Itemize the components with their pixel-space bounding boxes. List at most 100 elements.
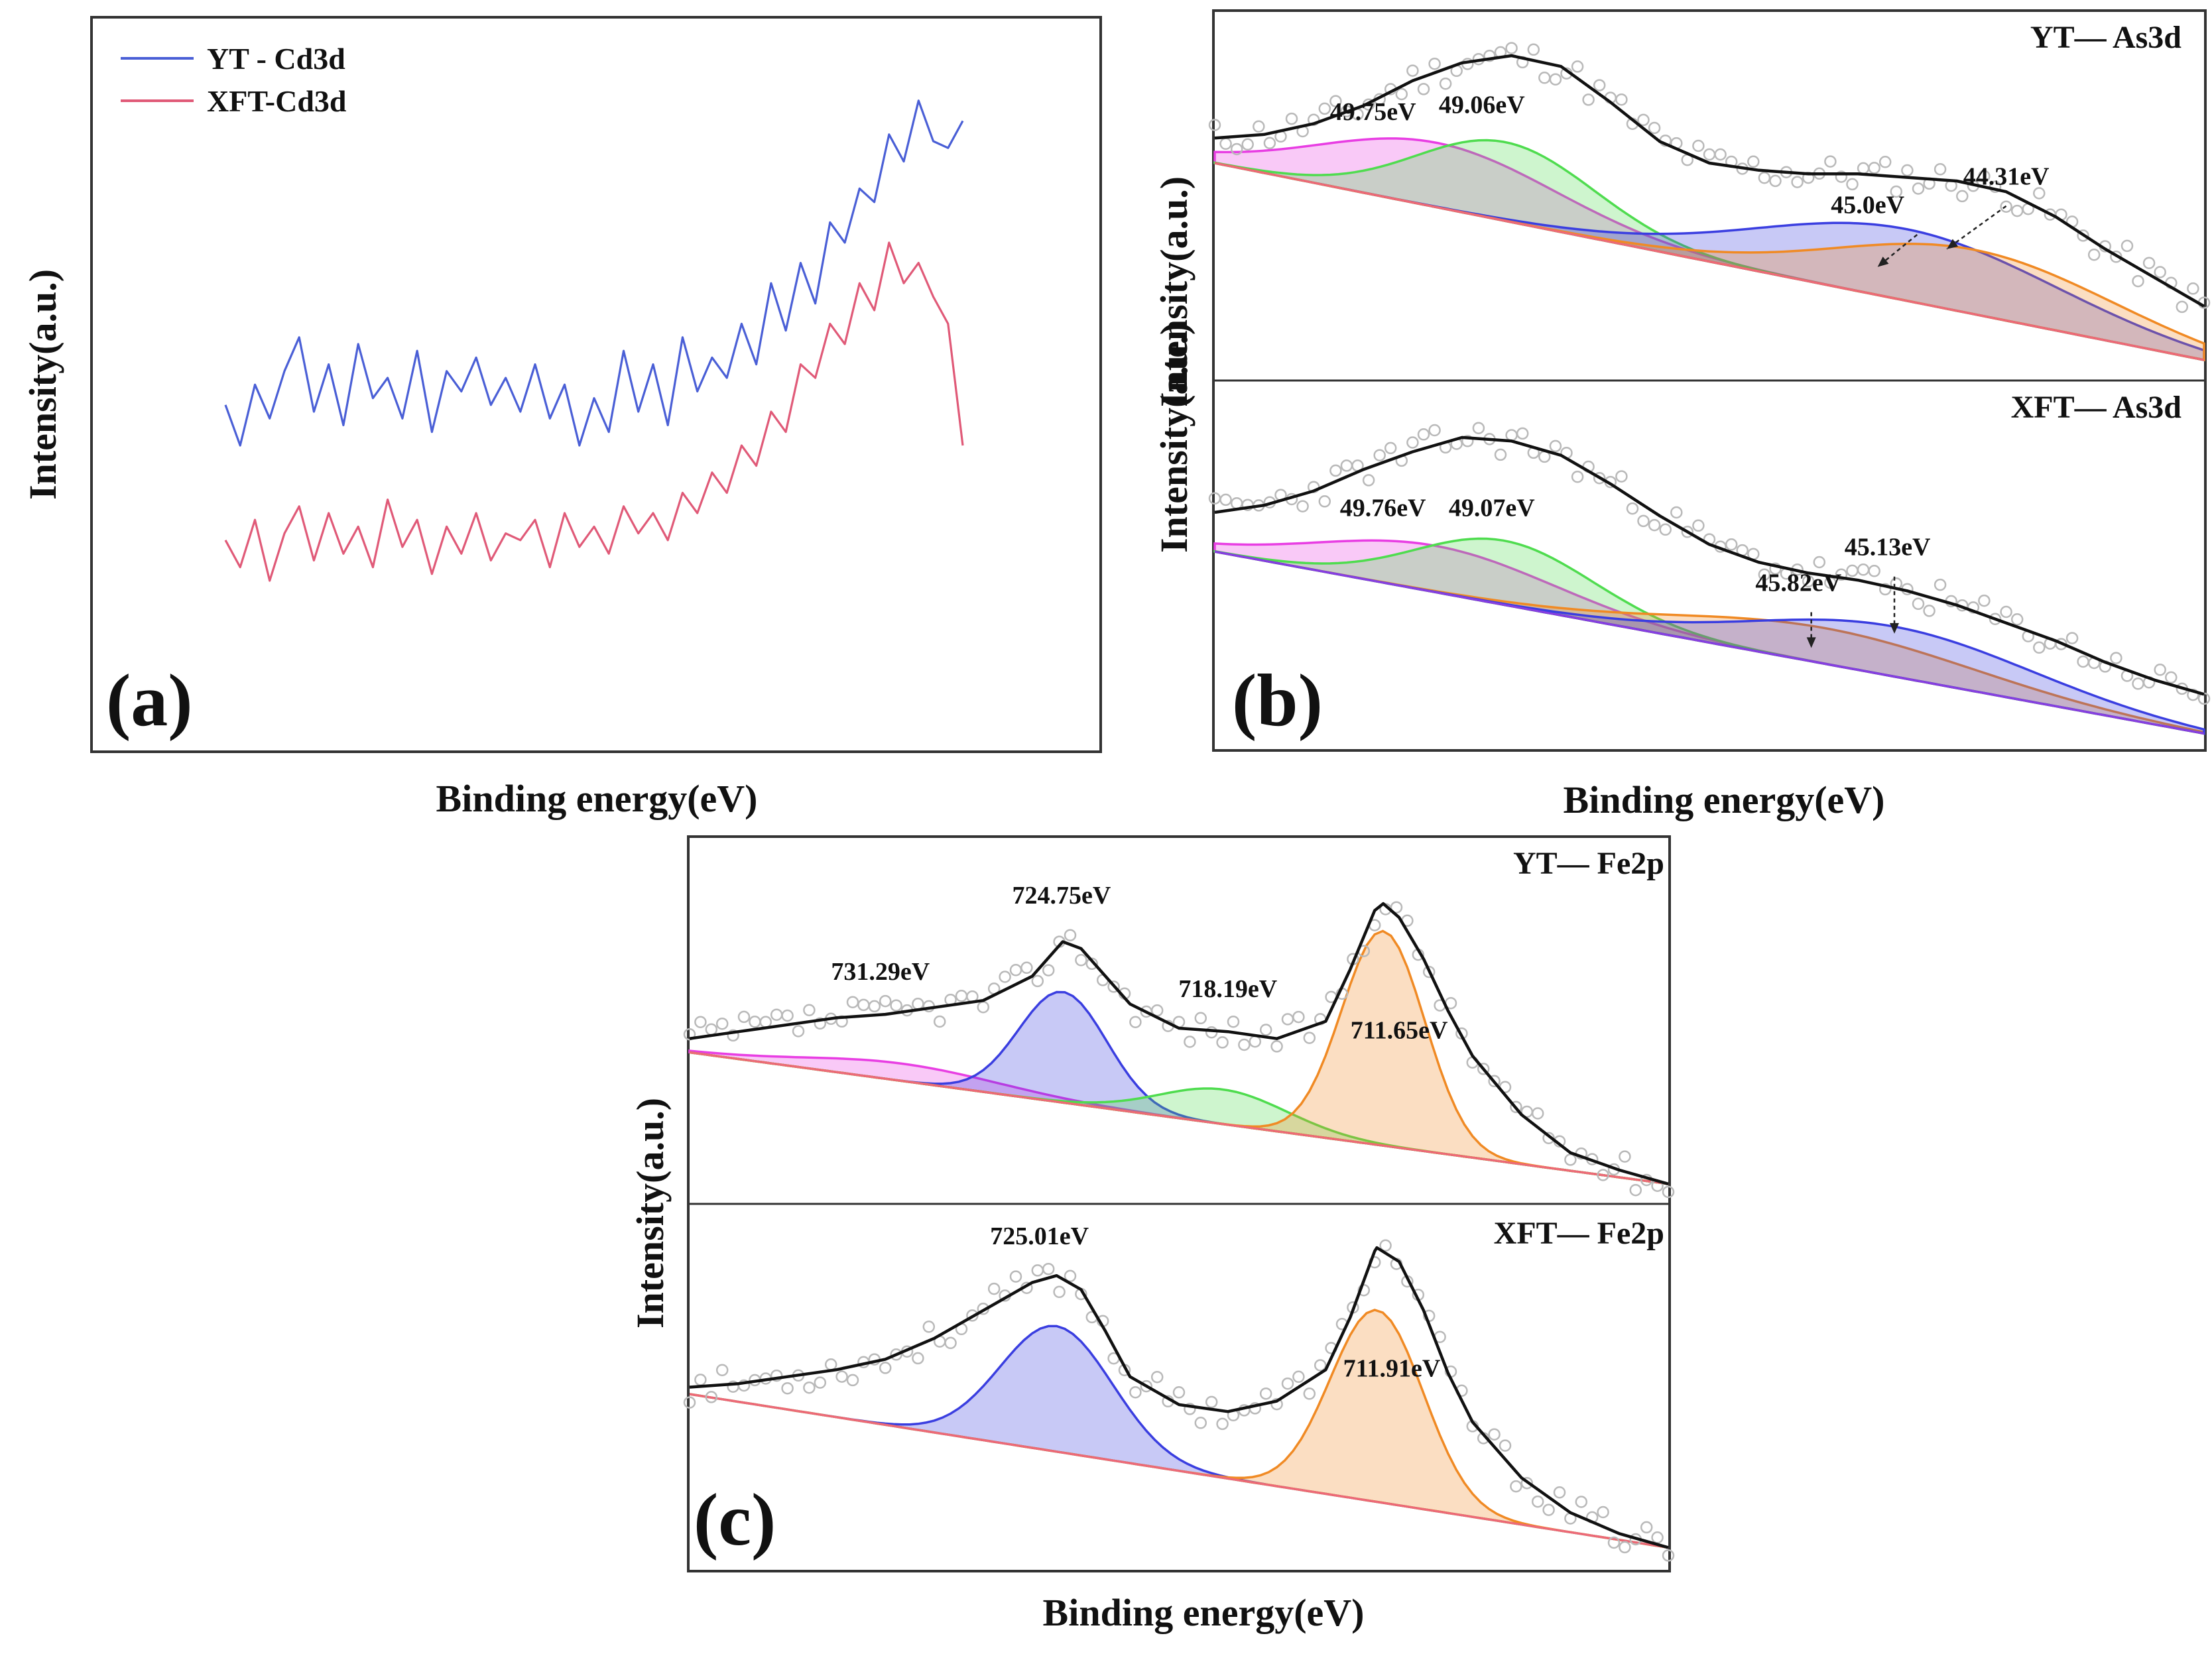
raw-point bbox=[1531, 1495, 1544, 1508]
raw-point bbox=[1428, 424, 1441, 437]
raw-point bbox=[1219, 493, 1232, 506]
raw-point bbox=[1406, 436, 1419, 449]
raw-point bbox=[1129, 1386, 1142, 1399]
raw-point bbox=[1607, 1536, 1621, 1549]
raw-point bbox=[1428, 57, 1441, 70]
raw-point bbox=[1934, 163, 1947, 176]
panel-c-top-peak-label: 731.29eV bbox=[831, 958, 930, 986]
raw-point bbox=[1208, 119, 1221, 131]
raw-point bbox=[2010, 613, 2024, 626]
raw-point bbox=[770, 1008, 783, 1021]
panel-c-top-peak-label: 711.65eV bbox=[1351, 1017, 1448, 1045]
raw-point bbox=[737, 1010, 751, 1024]
panel-c-bottom-title: XFT— Fe2p bbox=[1494, 1216, 1664, 1251]
raw-point bbox=[1064, 1270, 1077, 1283]
raw-point bbox=[987, 1282, 1001, 1295]
panel-letter-c: (c) bbox=[694, 1479, 776, 1561]
raw-point bbox=[1725, 538, 1738, 551]
raw-point bbox=[1296, 500, 1309, 512]
raw-point bbox=[1703, 148, 1716, 161]
raw-point bbox=[727, 1029, 739, 1042]
raw-point bbox=[683, 1396, 696, 1409]
raw-point bbox=[1520, 1476, 1534, 1490]
panel-b-ylabel-bottom: Intensity(a.u.) bbox=[1152, 322, 1196, 553]
panel-b-top-peak-arrow-head bbox=[1947, 239, 1959, 249]
raw-point bbox=[1670, 506, 1683, 519]
panel-b-xlabel: Binding energy(eV) bbox=[1564, 778, 1885, 821]
raw-point bbox=[705, 1391, 718, 1403]
raw-point bbox=[1107, 980, 1120, 993]
panel-c-top-peak-label: 724.75eV bbox=[1012, 882, 1111, 910]
raw-point bbox=[1516, 427, 1529, 440]
raw-point bbox=[1230, 497, 1243, 510]
raw-point bbox=[1031, 1264, 1044, 1277]
raw-point bbox=[2132, 678, 2144, 690]
raw-point bbox=[1662, 1549, 1675, 1562]
raw-point bbox=[1615, 93, 1628, 106]
raw-point bbox=[1194, 1417, 1207, 1429]
raw-point bbox=[1230, 143, 1243, 156]
raw-point bbox=[846, 996, 859, 1008]
panel-b-top-fit-envelope bbox=[1214, 54, 2205, 308]
raw-point bbox=[1901, 164, 1914, 177]
raw-point bbox=[1461, 435, 1474, 447]
raw-point bbox=[1619, 1150, 1631, 1163]
raw-point bbox=[1505, 42, 1518, 54]
raw-point bbox=[879, 1362, 892, 1374]
raw-point bbox=[846, 1374, 859, 1387]
raw-point bbox=[1494, 448, 1507, 461]
panel-c-top-peak-label: 718.19eV bbox=[1178, 975, 1277, 1003]
panel-c-top-raw-data-points bbox=[683, 901, 1675, 1199]
raw-point bbox=[1053, 1285, 1066, 1299]
raw-point bbox=[1483, 49, 1496, 62]
panel-letter-b: (b) bbox=[1232, 660, 1323, 742]
raw-point bbox=[1216, 1417, 1229, 1431]
raw-point bbox=[1281, 1377, 1294, 1390]
raw-point bbox=[1150, 1370, 1164, 1384]
panel-a-plot bbox=[224, 99, 964, 582]
raw-point bbox=[1340, 459, 1353, 472]
raw-point bbox=[2187, 282, 2199, 295]
raw-point bbox=[792, 1025, 805, 1037]
raw-point bbox=[1527, 43, 1540, 56]
raw-point bbox=[890, 1348, 902, 1361]
raw-point bbox=[1075, 954, 1087, 967]
raw-point bbox=[2154, 266, 2166, 278]
raw-point bbox=[1417, 83, 1430, 95]
raw-point bbox=[1406, 64, 1419, 77]
raw-point bbox=[1571, 470, 1584, 483]
raw-point bbox=[1395, 88, 1408, 101]
raw-point bbox=[1868, 565, 1880, 577]
raw-point bbox=[1835, 568, 1848, 581]
raw-point bbox=[1857, 162, 1870, 175]
raw-point bbox=[1692, 519, 1705, 532]
raw-point bbox=[683, 1028, 696, 1041]
raw-point bbox=[1967, 601, 1980, 614]
raw-point bbox=[2132, 274, 2144, 288]
raw-point bbox=[1681, 526, 1694, 538]
raw-point bbox=[1505, 429, 1518, 442]
raw-point bbox=[1989, 613, 2002, 625]
raw-point bbox=[749, 1016, 761, 1028]
raw-point bbox=[2010, 204, 2024, 217]
raw-point bbox=[1042, 1262, 1055, 1275]
raw-point bbox=[944, 1336, 957, 1350]
panel-c-xlabel: Binding energy(eV) bbox=[1043, 1591, 1365, 1634]
raw-point bbox=[1329, 95, 1342, 107]
raw-point bbox=[1216, 1036, 1229, 1049]
raw-point bbox=[1813, 556, 1826, 569]
raw-point bbox=[1172, 1386, 1186, 1399]
raw-point bbox=[955, 990, 968, 1002]
raw-point bbox=[1270, 1397, 1283, 1411]
raw-point bbox=[1912, 597, 1925, 611]
raw-point bbox=[1597, 1506, 1609, 1519]
raw-point bbox=[1417, 428, 1430, 441]
raw-point bbox=[1064, 929, 1077, 941]
panel-a-frame bbox=[90, 16, 1102, 753]
raw-point bbox=[1184, 1403, 1196, 1415]
panel-c-bottom-background-line bbox=[689, 1393, 1669, 1549]
raw-point bbox=[1009, 964, 1022, 976]
panel-b-top-title: YT— As3d bbox=[2030, 20, 2181, 55]
raw-point bbox=[1692, 139, 1705, 152]
raw-point bbox=[2000, 200, 2012, 213]
